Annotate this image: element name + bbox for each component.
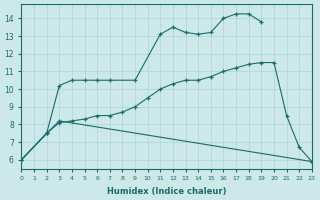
X-axis label: Humidex (Indice chaleur): Humidex (Indice chaleur) — [107, 187, 226, 196]
